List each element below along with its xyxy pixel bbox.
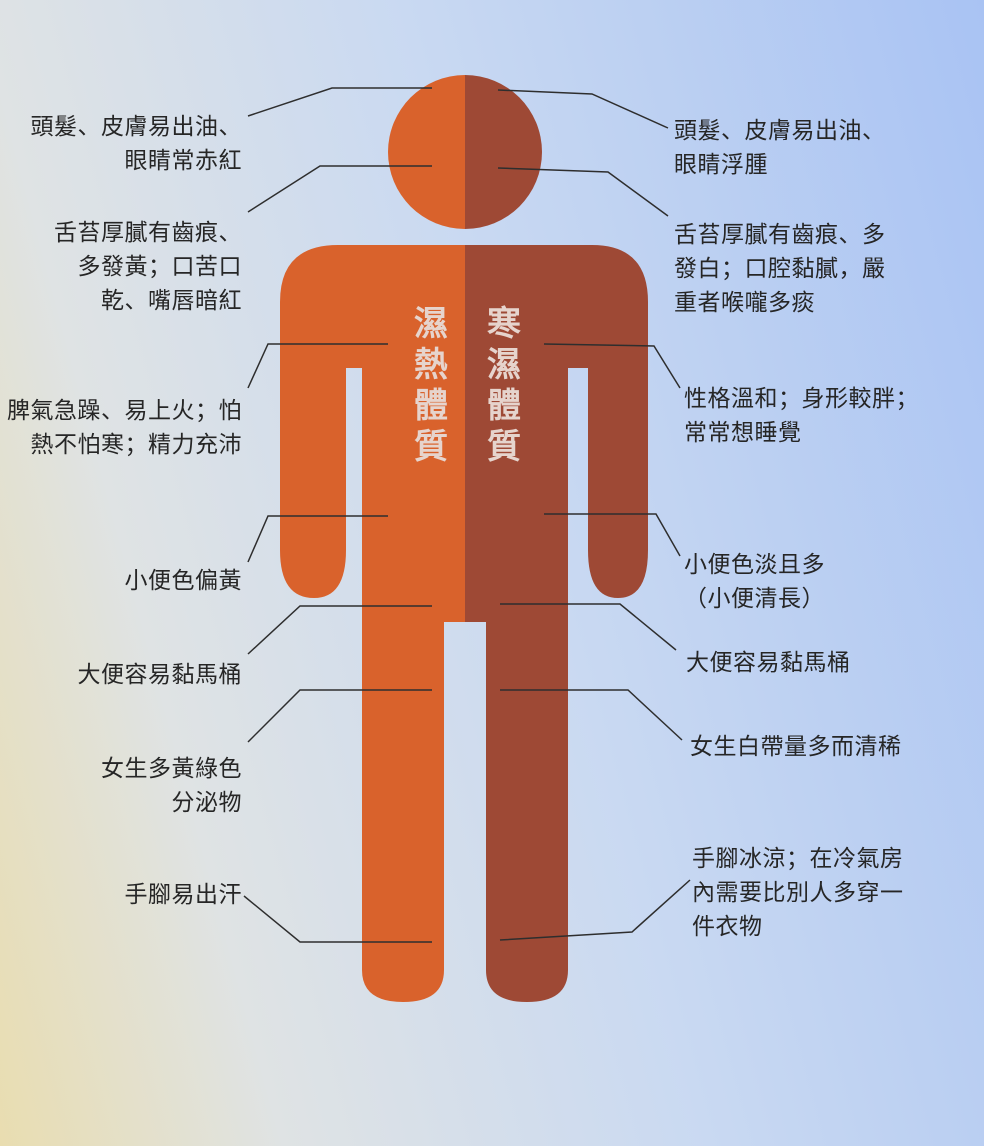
leader-left-hair-skin	[247, 87, 432, 117]
cold-damp-title: 寒濕體質	[487, 304, 521, 467]
left-label-hair-skin: 頭髮、皮膚易出油、 眼睛常赤紅	[30, 114, 242, 174]
right-label-hair-skin: 頭髮、皮膚易出油、 眼睛浮腫	[674, 118, 886, 178]
left-label-discharge: 女生多黃綠色 分泌物	[101, 756, 242, 816]
damp-heat-title: 濕熱體質	[414, 304, 448, 467]
leader-left-limbs	[243, 895, 432, 943]
leader-right-discharge	[500, 689, 683, 741]
left-label-urine: 小便色偏黃	[124, 568, 242, 594]
left-label-limbs: 手腳易出汗	[124, 882, 242, 908]
leader-lines	[243, 87, 691, 943]
right-label-tongue: 舌苔厚膩有齒痕、多 發白；口腔黏膩，嚴 重者喉嚨多痰	[674, 222, 886, 316]
leader-right-temper	[543, 343, 681, 389]
right-label-limbs: 手腳冰涼；在冷氣房 內需要比別人多穿一 件衣物	[692, 846, 904, 940]
right-label-discharge: 女生白帶量多而清稀	[690, 734, 902, 760]
leader-left-tongue	[247, 165, 432, 213]
leader-right-stool	[500, 603, 677, 651]
leader-left-urine	[247, 515, 388, 563]
leader-left-stool	[247, 605, 432, 655]
leader-left-temper	[247, 343, 388, 389]
leader-right-tongue	[497, 167, 669, 217]
right-label-urine: 小便色淡且多 （小便清長）	[684, 552, 825, 612]
left-label-tongue: 舌苔厚膩有齒痕、 多發黃；口苦口 乾、嘴唇暗紅	[54, 220, 242, 314]
left-label-temper: 脾氣急躁、易上火；怕 熱不怕寒；精力充沛	[7, 398, 242, 458]
right-label-stool: 大便容易黏馬桶	[686, 650, 851, 676]
leader-right-limbs	[499, 879, 691, 941]
leader-right-hair-skin	[497, 89, 669, 129]
left-label-stool: 大便容易黏馬桶	[77, 662, 242, 688]
right-label-temper: 性格溫和；身形較胖； 常常想睡覺	[684, 386, 919, 446]
leader-left-discharge	[247, 689, 432, 743]
leader-right-urine	[544, 513, 681, 557]
